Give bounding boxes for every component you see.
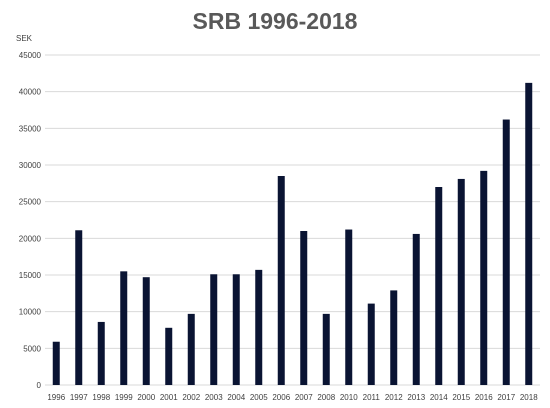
y-tick-label: 5000 [23, 344, 41, 353]
y-axis-unit-label: SEK [16, 34, 33, 43]
x-tick-label: 2000 [137, 393, 155, 402]
bar-2016 [480, 170, 488, 385]
bar-2010 [345, 229, 353, 385]
bar-1999 [120, 271, 128, 385]
bar-2005 [255, 269, 263, 385]
y-tick-label: 45000 [19, 51, 42, 60]
x-tick-label: 1996 [47, 393, 65, 402]
y-tick-label: 25000 [19, 198, 42, 207]
x-tick-label: 2002 [182, 393, 200, 402]
bar-2002 [187, 313, 195, 385]
y-tick-label: 40000 [19, 88, 42, 97]
bar-2007 [300, 231, 308, 385]
x-tick-label: 1998 [92, 393, 110, 402]
x-tick-label: 2017 [497, 393, 515, 402]
bar-2015 [457, 178, 465, 385]
y-tick-label: 35000 [19, 124, 42, 133]
y-tick-label: 0 [37, 381, 42, 390]
bar-2017 [502, 119, 510, 386]
bar-2000 [142, 277, 150, 385]
x-tick-label: 2016 [475, 393, 493, 402]
bar-2008 [322, 313, 330, 385]
bar-2011 [367, 303, 375, 385]
bar-1998 [97, 321, 105, 385]
x-tick-label: 2003 [205, 393, 223, 402]
x-tick-label: 1999 [115, 393, 133, 402]
x-tick-label: 2011 [363, 393, 381, 402]
y-tick-label: 30000 [19, 161, 42, 170]
bar-2001 [165, 327, 173, 385]
chart-title: SRB 1996-2018 [192, 8, 358, 34]
bar-2006 [277, 176, 285, 385]
x-tick-label: 2007 [295, 393, 313, 402]
bar-2004 [232, 274, 240, 385]
x-tick-label: 2008 [317, 393, 335, 402]
x-tick-label: 1997 [70, 393, 88, 402]
x-tick-label: 2005 [250, 393, 268, 402]
x-tick-label: 2001 [160, 393, 178, 402]
bar-2003 [210, 274, 218, 385]
bar-2012 [390, 290, 398, 385]
bar-2018 [525, 82, 533, 385]
bar-2013 [412, 233, 420, 385]
y-tick-label: 20000 [19, 234, 42, 243]
x-tick-label: 2015 [452, 393, 470, 402]
bar-1997 [75, 230, 83, 385]
x-tick-label: 2014 [430, 393, 448, 402]
x-tick-label: 2018 [520, 393, 538, 402]
x-tick-label: 2013 [407, 393, 425, 402]
bar-2014 [435, 187, 443, 385]
y-tick-label: 10000 [19, 308, 42, 317]
bar-1996 [52, 341, 60, 385]
y-tick-label: 15000 [19, 271, 42, 280]
x-tick-label: 2006 [272, 393, 290, 402]
x-tick-label: 2010 [340, 393, 358, 402]
x-tick-label: 2012 [385, 393, 403, 402]
x-tick-label: 2004 [227, 393, 245, 402]
